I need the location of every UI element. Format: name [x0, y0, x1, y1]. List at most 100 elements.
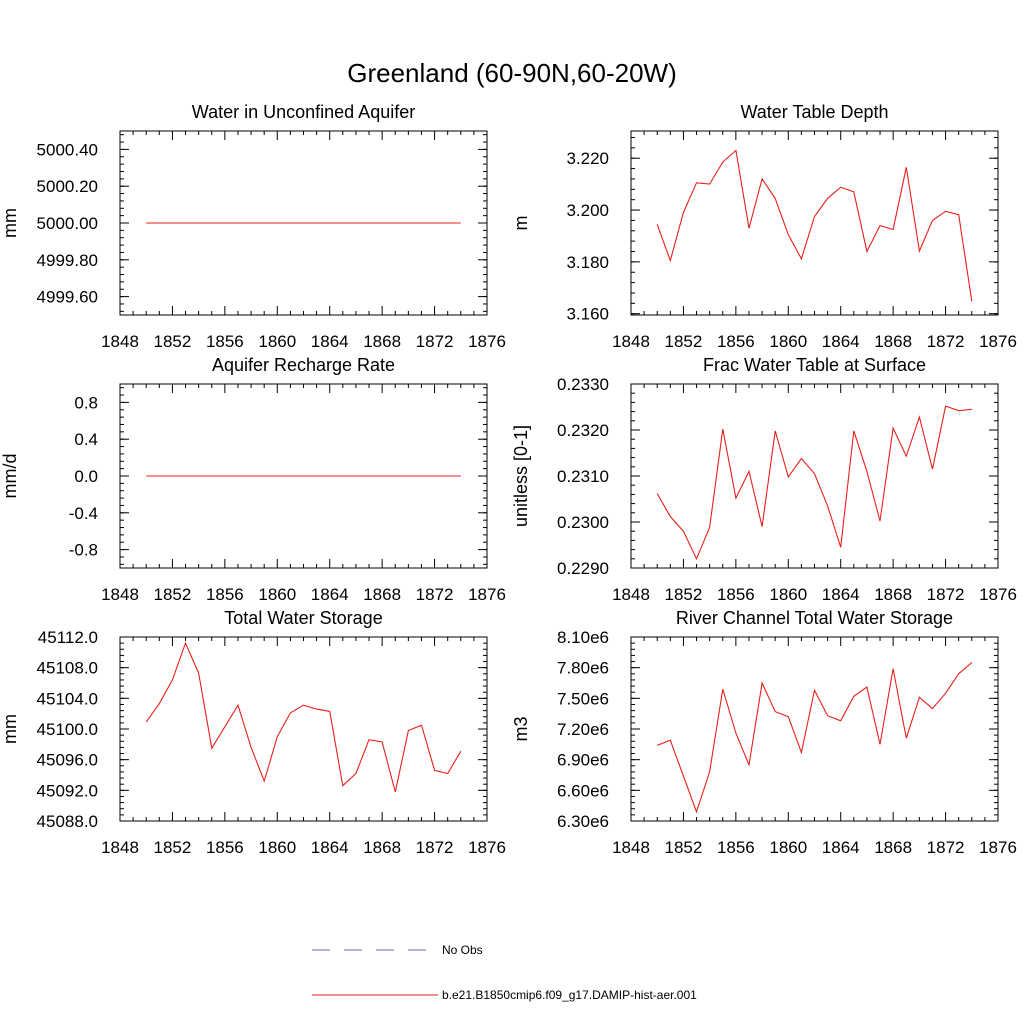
- panel-frac-water-table-at-surface: Frac Water Table at Surface unitless [0-1…: [511, 355, 1017, 604]
- y-tick-label: 0.2310: [557, 467, 609, 486]
- x-tick-label: 1876: [979, 585, 1017, 604]
- series-line: [656, 405, 972, 561]
- x-tick-label: 1848: [612, 838, 650, 857]
- x-tick-label: 1860: [258, 332, 296, 351]
- x-tick-label: 1864: [822, 585, 860, 604]
- y-axis-label: mm: [0, 714, 20, 744]
- plot-frame: [630, 636, 999, 822]
- series-line: [656, 662, 973, 814]
- y-tick-label: 7.50e6: [557, 689, 609, 708]
- x-tick-label: 1856: [206, 585, 244, 604]
- y-tick-label: -0.8: [69, 541, 98, 560]
- x-tick-label: 1876: [468, 585, 506, 604]
- x-tick-label: 1848: [101, 838, 139, 857]
- y-tick-label: 3.180: [566, 253, 609, 272]
- plot-frame: [630, 130, 999, 316]
- y-tick-label: 3.200: [566, 201, 609, 220]
- x-tick-label: 1860: [769, 332, 807, 351]
- y-tick-label: 45100.0: [37, 720, 98, 739]
- x-tick-label: 1872: [416, 585, 454, 604]
- y-tick-label: 0.2320: [557, 421, 609, 440]
- series-line: [656, 149, 973, 302]
- y-tick-label: 0.2330: [557, 375, 609, 394]
- y-tick-label: 7.20e6: [557, 720, 609, 739]
- x-tick-label: 1848: [612, 585, 650, 604]
- x-tick-label: 1868: [363, 838, 401, 857]
- x-tick-label: 1848: [101, 332, 139, 351]
- x-tick-label: 1864: [311, 585, 349, 604]
- y-tick-label: 4999.60: [37, 288, 98, 307]
- y-tick-label: 0.2290: [557, 559, 609, 578]
- x-tick-label: 1864: [311, 332, 349, 351]
- y-tick-label: -0.4: [69, 504, 98, 523]
- y-tick-label: 5000.20: [37, 177, 98, 196]
- panel-title: Frac Water Table at Surface: [703, 355, 926, 375]
- x-tick-label: 1868: [363, 332, 401, 351]
- y-axis-label: m3: [511, 716, 531, 741]
- x-tick-label: 1852: [154, 585, 192, 604]
- x-tick-label: 1852: [665, 585, 703, 604]
- panel-river-channel-total-water-storage: River Channel Total Water Storage m3 1848 1…: [511, 608, 1017, 857]
- y-tick-label: 8.10e6: [557, 628, 609, 647]
- y-tick-label: 3.160: [566, 305, 609, 324]
- panel-water-table-depth: Water Table Depth m 1848 1852 1856 1860 1864 18…: [511, 102, 1017, 351]
- x-tick-label: 1852: [154, 332, 192, 351]
- panel-title: Total Water Storage: [224, 608, 382, 628]
- x-tick-label: 1868: [363, 585, 401, 604]
- y-tick-label: 4999.80: [37, 251, 98, 270]
- x-tick-label: 1876: [979, 332, 1017, 351]
- y-tick-label: 0.0: [74, 467, 98, 486]
- panels: Water in Unconfined Aquifer mm 1848 1852 185…: [0, 102, 1017, 857]
- x-tick-label: 1856: [206, 838, 244, 857]
- y-tick-label: 3.220: [566, 149, 609, 168]
- y-tick-label: 0.8: [74, 393, 98, 412]
- y-tick-label: 45104.0: [37, 689, 98, 708]
- y-tick-label: 7.80e6: [557, 659, 609, 678]
- y-tick-label: 6.60e6: [557, 781, 609, 800]
- plot-frame: [630, 383, 999, 569]
- x-tick-label: 1852: [665, 332, 703, 351]
- x-tick-label: 1860: [769, 585, 807, 604]
- x-tick-label: 1872: [927, 332, 965, 351]
- x-tick-label: 1856: [717, 585, 755, 604]
- panel-aquifer-recharge-rate: Aquifer Recharge Rate mm/d 1848 1852 1856 186…: [0, 355, 506, 604]
- x-tick-label: 1872: [416, 838, 454, 857]
- x-tick-label: 1852: [154, 838, 192, 857]
- x-tick-label: 1856: [717, 838, 755, 857]
- y-tick-label: 5000.40: [37, 140, 98, 159]
- plot-frame: [119, 636, 488, 822]
- x-tick-label: 1864: [822, 838, 860, 857]
- panel-total-water-storage: Total Water Storage mm 1848 1852 1856 1860 186…: [0, 608, 506, 857]
- y-tick-label: 45088.0: [37, 812, 98, 831]
- y-axis-label: m: [511, 216, 531, 231]
- x-tick-label: 1852: [665, 838, 703, 857]
- x-tick-label: 1860: [769, 838, 807, 857]
- x-tick-label: 1872: [416, 332, 454, 351]
- x-tick-label: 1856: [717, 332, 755, 351]
- y-tick-label: 0.4: [74, 430, 98, 449]
- x-tick-label: 1876: [979, 838, 1017, 857]
- x-tick-label: 1864: [822, 332, 860, 351]
- y-axis-label: mm: [0, 208, 20, 238]
- x-tick-label: 1872: [927, 585, 965, 604]
- y-tick-label: 5000.00: [37, 214, 98, 233]
- x-tick-label: 1856: [206, 332, 244, 351]
- y-axis-label: unitless [0-1]: [511, 425, 531, 527]
- x-tick-label: 1860: [258, 585, 296, 604]
- x-tick-label: 1868: [874, 585, 912, 604]
- y-tick-label: 45108.0: [37, 659, 98, 678]
- figure-title: Greenland (60-90N,60-20W): [347, 58, 677, 88]
- x-tick-label: 1876: [468, 332, 506, 351]
- y-tick-label: 45096.0: [37, 751, 98, 770]
- y-tick-label: 6.90e6: [557, 751, 609, 770]
- y-tick-label: 45092.0: [37, 781, 98, 800]
- x-tick-label: 1864: [311, 838, 349, 857]
- x-tick-label: 1868: [874, 838, 912, 857]
- panel-title: Water Table Depth: [740, 102, 888, 122]
- panel-title: Aquifer Recharge Rate: [212, 355, 395, 375]
- y-tick-label: 0.2300: [557, 513, 609, 532]
- panel-title: Water in Unconfined Aquifer: [192, 102, 415, 122]
- y-tick-label: 45112.0: [38, 628, 98, 647]
- series-line: [145, 641, 462, 793]
